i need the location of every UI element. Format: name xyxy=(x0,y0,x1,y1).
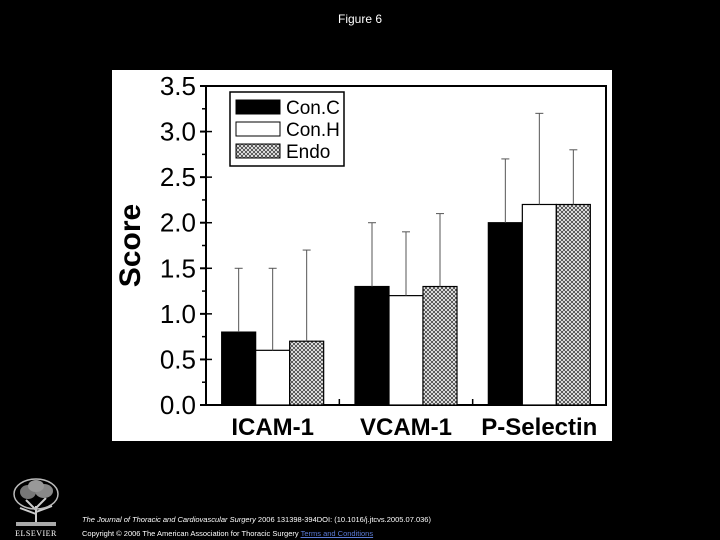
x-tick-label: VCAM-1 xyxy=(360,414,452,441)
y-tick-label: 1.0 xyxy=(160,299,196,329)
bar-con-h xyxy=(521,203,557,406)
bar-endo xyxy=(555,203,591,406)
y-tick-label: 3.5 xyxy=(160,71,196,101)
elsevier-logo: ELSEVIER xyxy=(6,476,66,538)
y-tick-label: 3.0 xyxy=(160,117,196,147)
bar-endo xyxy=(422,285,458,406)
copyright-text: Copyright © 2006 The American Associatio… xyxy=(82,529,299,538)
terms-link[interactable]: Terms and Conditions xyxy=(300,529,374,538)
bar-con-c xyxy=(221,331,257,406)
bar-endo xyxy=(289,340,325,406)
elsevier-logo-text: ELSEVIER xyxy=(15,529,57,538)
chart-panel: 0.0 0.5 1.0 1.5 2.0 2.5 3.0 3.5 Score ICAM-1 VCAM-… xyxy=(112,70,612,441)
bar-con-h xyxy=(388,295,424,406)
legend-label: Con.H xyxy=(286,120,340,141)
y-tick-label: 2.0 xyxy=(160,208,196,238)
y-tick-label: 2.5 xyxy=(160,162,196,192)
bar-con-c xyxy=(354,285,390,406)
copyright: Copyright © 2006 The American Associatio… xyxy=(82,529,373,538)
legend-label: Endo xyxy=(286,142,330,163)
citation: The Journal of Thoracic and Cardiovascul… xyxy=(82,515,431,524)
x-tick-label: ICAM-1 xyxy=(231,414,314,441)
legend-label: Con.C xyxy=(286,98,340,119)
elsevier-tree-icon xyxy=(6,476,66,528)
legend-swatch xyxy=(235,143,281,159)
legend-swatch xyxy=(235,121,281,137)
citation-details: 2006 131398-394DOI: (10.1016/j.jtcvs.200… xyxy=(255,515,431,524)
y-tick-label: 1.5 xyxy=(160,253,196,283)
x-tick-label: P-Selectin xyxy=(481,414,597,441)
bar-chart: 0.0 0.5 1.0 1.5 2.0 2.5 3.0 3.5 Score ICAM-1 VCAM-… xyxy=(114,71,607,441)
legend-swatch xyxy=(235,99,281,115)
y-axis-label: Score xyxy=(114,204,147,287)
bar-con-c xyxy=(487,222,523,406)
bar-con-h xyxy=(255,349,291,406)
y-tick-label: 0.5 xyxy=(160,344,196,374)
figure-title: Figure 6 xyxy=(337,12,383,26)
y-tick-label: 0.0 xyxy=(160,390,196,420)
journal-name: The Journal of Thoracic and Cardiovascul… xyxy=(82,515,256,524)
